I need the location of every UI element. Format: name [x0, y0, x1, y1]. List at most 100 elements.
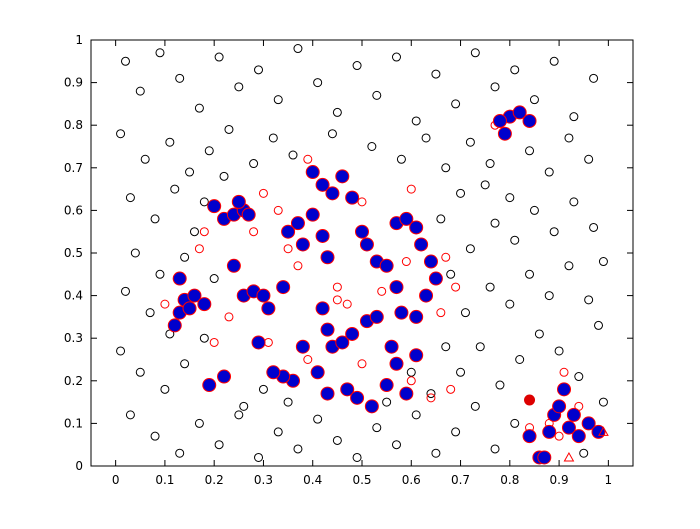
point: [120, 56, 130, 66]
point: [367, 142, 377, 151]
x-tick-label: 0.2: [205, 473, 224, 487]
point: [598, 397, 608, 407]
point: [563, 451, 575, 462]
x-tick-label: 0.9: [550, 473, 569, 487]
point: [155, 48, 165, 58]
point: [406, 376, 416, 386]
point: [313, 78, 323, 88]
point: [290, 216, 305, 231]
point: [569, 112, 579, 122]
point: [379, 258, 394, 273]
point: [116, 129, 126, 139]
point: [470, 48, 480, 58]
point: [332, 107, 342, 117]
point: [409, 309, 424, 324]
point: [209, 337, 219, 347]
point: [165, 137, 175, 147]
point: [355, 224, 369, 239]
point: [209, 274, 219, 284]
point: [185, 167, 195, 177]
y-tick-label: 0.2: [64, 374, 83, 388]
x-tick-label: 0.6: [402, 473, 421, 487]
point: [276, 280, 291, 295]
point: [180, 252, 190, 262]
point: [492, 113, 507, 128]
point: [303, 355, 313, 364]
point: [258, 188, 268, 198]
point: [369, 309, 384, 324]
point: [485, 282, 495, 292]
point: [480, 180, 490, 190]
point: [589, 222, 599, 232]
point: [150, 214, 160, 224]
point: [226, 258, 241, 273]
point: [525, 146, 535, 156]
point: [320, 322, 335, 337]
point: [581, 416, 596, 431]
point: [465, 137, 475, 147]
point: [428, 271, 443, 286]
point: [359, 237, 374, 252]
point: [529, 205, 539, 215]
point: [320, 386, 335, 401]
point: [490, 218, 500, 228]
point: [202, 378, 217, 393]
point: [399, 211, 414, 226]
point: [544, 291, 554, 301]
point: [389, 280, 404, 295]
point: [542, 424, 557, 439]
point: [557, 382, 572, 397]
point: [441, 163, 451, 173]
point: [414, 237, 429, 252]
point: [345, 326, 360, 341]
point: [372, 423, 382, 433]
y-tick-label: 0.7: [64, 161, 83, 175]
y-tick-label: 0.1: [64, 416, 83, 430]
point: [579, 448, 589, 458]
point: [261, 301, 276, 316]
point: [249, 227, 259, 237]
point: [116, 346, 126, 356]
x-tick-label: 0.7: [451, 473, 470, 487]
point: [419, 288, 434, 303]
x-tick-label: 0.1: [155, 473, 174, 487]
point: [409, 220, 424, 235]
y-tick-label: 0.6: [64, 203, 83, 217]
point: [310, 365, 325, 380]
point: [207, 199, 222, 214]
point: [182, 301, 197, 316]
point: [224, 124, 234, 134]
point: [155, 269, 165, 279]
point: [364, 399, 379, 414]
point: [335, 169, 350, 184]
point: [352, 61, 362, 71]
point: [522, 429, 537, 444]
point: [423, 254, 438, 269]
point: [305, 207, 320, 222]
point: [409, 348, 424, 363]
point: [441, 252, 451, 262]
point: [135, 86, 145, 96]
point: [266, 365, 281, 380]
point: [470, 401, 480, 411]
point: [170, 184, 180, 194]
point: [372, 90, 382, 100]
y-tick-label: 0.8: [64, 118, 83, 132]
point: [239, 401, 249, 411]
point: [345, 190, 360, 205]
point: [571, 429, 586, 444]
y-tick-label: 0: [75, 459, 83, 473]
point: [510, 418, 520, 428]
point: [561, 420, 576, 435]
point: [598, 426, 609, 436]
point: [214, 52, 224, 62]
point: [510, 65, 520, 75]
point: [167, 318, 182, 333]
point: [217, 369, 232, 384]
x-tick-label: 1: [605, 473, 613, 487]
point: [273, 95, 283, 105]
point: [295, 237, 310, 252]
point: [524, 394, 536, 406]
point: [406, 367, 416, 377]
point: [505, 193, 515, 203]
